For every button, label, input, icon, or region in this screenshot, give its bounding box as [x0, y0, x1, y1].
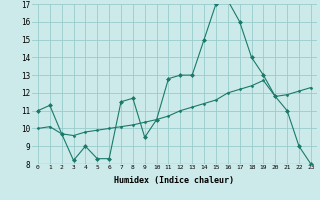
X-axis label: Humidex (Indice chaleur): Humidex (Indice chaleur): [115, 176, 234, 185]
